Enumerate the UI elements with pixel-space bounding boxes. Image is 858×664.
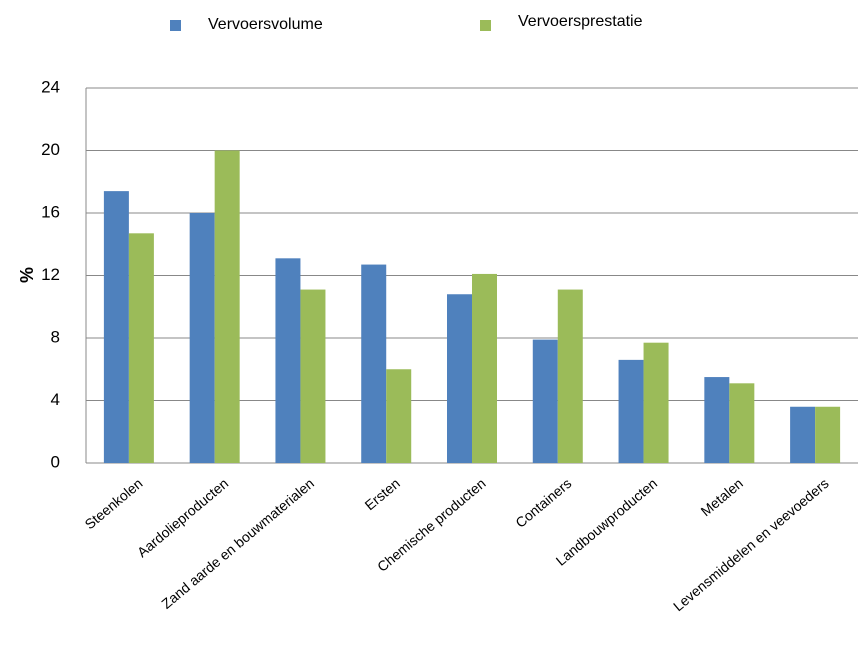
y-tick-label: 8 (51, 327, 60, 346)
bar (386, 369, 412, 463)
bar (472, 273, 497, 463)
legend-swatch (170, 20, 181, 31)
bar (557, 289, 583, 463)
bar (189, 213, 215, 463)
bar (128, 233, 154, 463)
bar (729, 383, 755, 463)
y-tick-label: 16 (41, 202, 60, 221)
bar (275, 258, 301, 463)
legend-swatch (480, 20, 491, 31)
y-tick-label: 12 (41, 265, 60, 284)
y-tick-label: 4 (51, 390, 60, 409)
bar (361, 264, 387, 463)
y-axis-label: % (17, 267, 37, 283)
y-tick-label: 20 (41, 140, 60, 159)
bar (103, 191, 129, 463)
bar (532, 339, 558, 463)
x-tick-label: Steenkolen (82, 475, 146, 532)
x-tick-label: Containers (512, 475, 574, 531)
bar (300, 289, 326, 463)
bar (214, 150, 240, 463)
x-tick-label: Ersten (362, 475, 403, 513)
x-tick-label: Levensmiddelen en veevoeders (670, 475, 832, 614)
bar (643, 342, 669, 463)
bar (618, 359, 644, 463)
bar (704, 377, 730, 463)
x-tick-label: Metalen (698, 475, 746, 519)
x-tick-label: Aardolieproducten (134, 475, 231, 560)
bar (790, 406, 816, 463)
bar (815, 406, 841, 463)
y-tick-label: 0 (51, 452, 60, 471)
legend-label: Vervoersvolume (208, 16, 323, 33)
bar (447, 294, 472, 463)
legend-label: Vervoersprestatie (518, 13, 643, 30)
y-tick-label: 24 (41, 77, 60, 96)
x-tick-label: Zand aarde en bouwmaterialen (158, 475, 317, 612)
